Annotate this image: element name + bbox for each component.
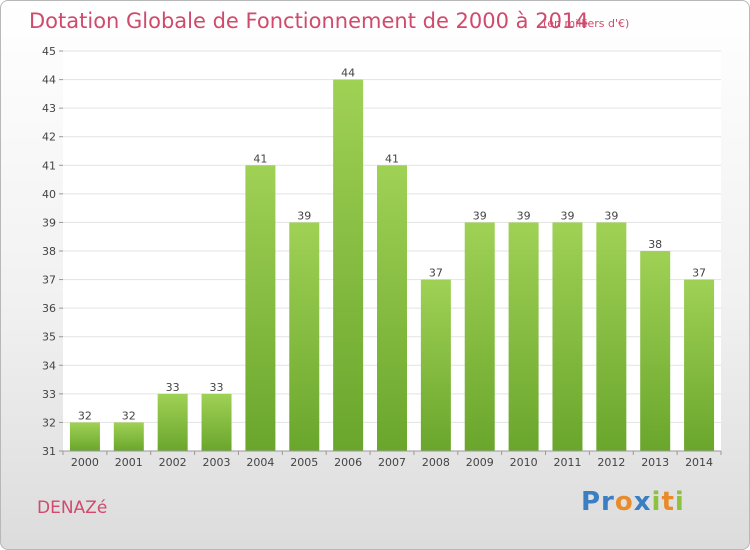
bar-2000 <box>69 422 100 451</box>
x-tick-label-2001: 2001 <box>115 456 143 469</box>
data-label-2010: 39 <box>517 209 531 222</box>
bar-2007 <box>377 165 407 452</box>
data-label-2009: 39 <box>473 209 487 222</box>
y-tick-label: 39 <box>42 216 56 229</box>
data-label-2001: 32 <box>122 409 136 422</box>
x-tick-label-2014: 2014 <box>685 456 713 469</box>
data-label-2008: 37 <box>429 267 443 280</box>
y-tick-label: 40 <box>42 188 56 201</box>
x-tick-label-2010: 2010 <box>510 456 538 469</box>
bar-2006 <box>333 79 364 452</box>
y-tick-label: 44 <box>42 74 56 87</box>
y-tick-label: 36 <box>42 302 56 315</box>
chart-unit: (en milliers d'€) <box>543 17 630 30</box>
y-tick-label: 45 <box>42 45 56 58</box>
y-tick-label: 32 <box>42 416 56 429</box>
x-tick-label-2000: 2000 <box>71 456 99 469</box>
y-tick-label: 35 <box>42 331 56 344</box>
bar-2010 <box>508 222 539 451</box>
x-tick-label-2007: 2007 <box>378 456 406 469</box>
data-label-2003: 33 <box>210 381 224 394</box>
x-tick-label-2004: 2004 <box>246 456 274 469</box>
data-labels: 32 32 33 33 41 39 44 41 37 39 39 39 39 38 37 <box>78 67 706 423</box>
data-label-2014: 37 <box>692 267 706 280</box>
proxiti-logo: Proxiti <box>581 487 685 517</box>
x-tick-label-2013: 2013 <box>641 456 669 469</box>
bar-2001 <box>113 422 144 451</box>
y-tick-label: 43 <box>42 102 56 115</box>
bars <box>69 79 715 452</box>
data-label-2013: 38 <box>648 238 662 251</box>
y-tick-label: 34 <box>42 359 56 372</box>
data-label-2004: 41 <box>253 152 267 165</box>
y-axis-ticks: 31 32 33 34 35 36 37 38 39 40 41 42 43 44 45 <box>42 45 63 458</box>
x-axis-ticks: 2000 2001 2002 2003 2004 2005 2006 2007 2008 2009… <box>62 451 722 469</box>
data-label-2011: 39 <box>560 209 574 222</box>
data-label-2012: 39 <box>604 209 618 222</box>
bar-2013 <box>640 251 671 451</box>
x-tick-label-2003: 2003 <box>203 456 231 469</box>
y-tick-label: 31 <box>42 445 56 458</box>
bar-2012 <box>596 222 627 451</box>
bar-2004 <box>245 165 276 452</box>
x-tick-label-2011: 2011 <box>553 456 581 469</box>
bar-2005 <box>289 222 320 451</box>
x-tick-label-2012: 2012 <box>597 456 625 469</box>
bar-2002 <box>157 393 188 451</box>
data-label-2005: 39 <box>297 209 311 222</box>
data-label-2002: 33 <box>166 381 180 394</box>
data-label-2007: 41 <box>385 152 399 165</box>
x-tick-label-2006: 2006 <box>334 456 362 469</box>
y-tick-label: 37 <box>42 274 56 287</box>
bar-2008 <box>420 279 451 451</box>
town-name: DENAZé <box>37 498 108 518</box>
data-label-2000: 32 <box>78 409 92 422</box>
bar-2009 <box>464 222 495 451</box>
data-label-2006: 44 <box>341 67 355 80</box>
y-tick-label: 38 <box>42 245 56 258</box>
bar-2014 <box>684 279 715 451</box>
x-tick-label-2002: 2002 <box>159 456 187 469</box>
y-tick-label: 42 <box>42 131 56 144</box>
x-tick-label-2005: 2005 <box>290 456 318 469</box>
bar-2011 <box>552 222 583 451</box>
bar-2003 <box>201 393 232 451</box>
x-tick-label-2009: 2009 <box>466 456 494 469</box>
y-tick-label: 33 <box>42 388 56 401</box>
y-tick-label: 41 <box>42 159 56 172</box>
chart-title: Dotation Globale de Fonctionnement de 20… <box>29 9 589 33</box>
x-tick-label-2008: 2008 <box>422 456 450 469</box>
